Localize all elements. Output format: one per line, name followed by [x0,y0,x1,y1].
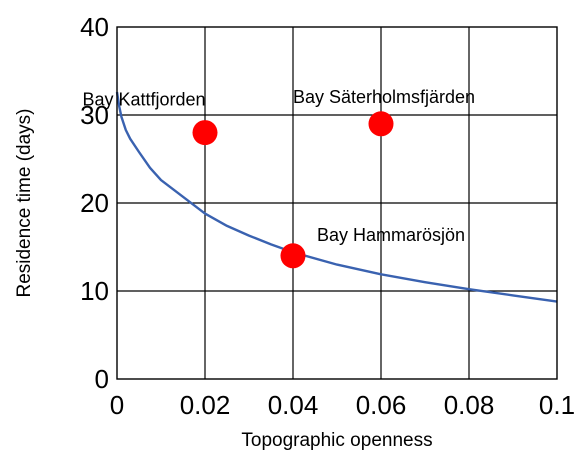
x-tick-label: 0.04 [268,390,319,420]
y-tick-labels: 0 10 20 30 40 [80,12,109,394]
x-tick-label: 0.1 [539,390,575,420]
y-tick-label: 10 [80,276,109,306]
model-curve [115,91,558,303]
curve-layer [115,91,558,303]
point-label: Bay Hammarösjön [317,225,465,245]
x-tick-label: 0 [110,390,124,420]
points-layer [192,111,394,269]
x-tick-labels: 0 0.02 0.04 0.06 0.08 0.1 [110,390,575,420]
y-tick-label: 0 [95,364,109,394]
data-point [368,111,394,137]
y-axis-title: Residence time (days) [14,108,35,297]
point-labels: Bay Kattfjorden Bay Säterholmsfjärden Bay … [82,87,475,245]
point-label: Bay Säterholmsfjärden [293,87,475,107]
point-label: Bay Kattfjorden [82,90,205,110]
y-tick-label: 30 [80,100,109,130]
x-tick-label: 0.06 [356,390,407,420]
gridlines [117,27,557,379]
y-tick-label: 40 [80,12,109,42]
plot-frame [116,26,558,380]
x-tick-label: 0.02 [180,390,231,420]
x-axis-title: Topographic openness [241,430,432,451]
data-point [280,243,306,269]
x-tick-label: 0.08 [444,390,495,420]
data-point [192,120,218,146]
y-tick-label: 20 [80,188,109,218]
